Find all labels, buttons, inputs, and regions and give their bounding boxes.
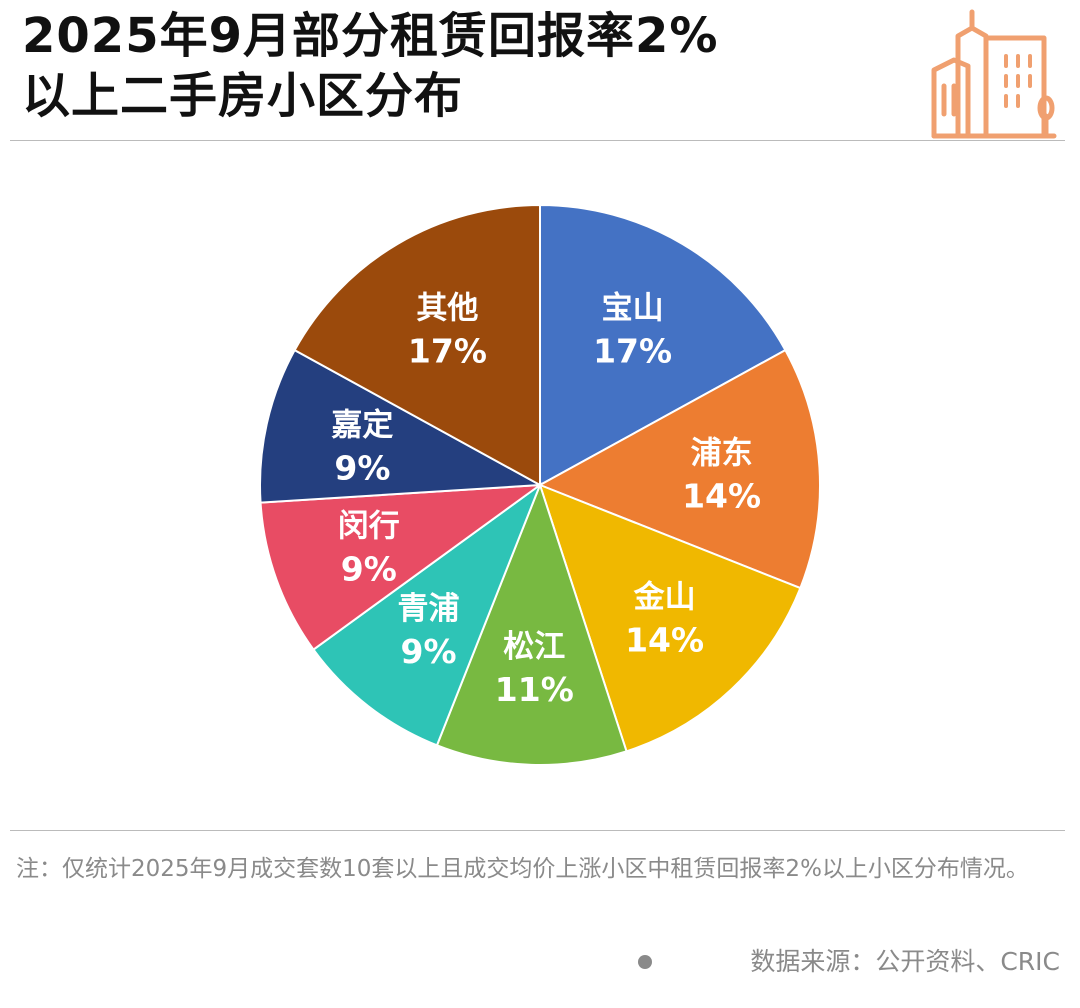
pie-slice-5 bbox=[312, 482, 543, 747]
chart-title-line-1: 2025年9月部分租赁回报率2% bbox=[22, 8, 719, 64]
slice-percent-label: 17% bbox=[408, 331, 487, 370]
pie-slice-1 bbox=[539, 203, 787, 487]
slice-percent-label: 9% bbox=[400, 632, 456, 671]
slice-category-label: 闵行 bbox=[338, 509, 400, 545]
slice-percent-label: 9% bbox=[341, 550, 397, 589]
slice-percent-label: 14% bbox=[682, 477, 761, 516]
footer-divider bbox=[10, 830, 1065, 831]
chart-title-line-2: 以上二手房小区分布 bbox=[22, 68, 464, 124]
chart-title: 2025年9月部分租赁回报率2% 以上二手房小区分布 bbox=[22, 6, 902, 126]
slice-category-label: 青浦 bbox=[398, 591, 460, 627]
data-source: 数据来源：公开资料、CRIC bbox=[750, 947, 1060, 976]
slice-percent-label: 11% bbox=[495, 670, 574, 709]
pie-slice-7 bbox=[259, 348, 544, 504]
slice-percent-label: 14% bbox=[625, 621, 704, 660]
slice-category-label: 浦东 bbox=[691, 436, 753, 472]
building-icon bbox=[928, 8, 1060, 144]
slice-category-label: 松江 bbox=[503, 629, 565, 665]
slice-category-label: 其他 bbox=[416, 290, 478, 326]
pie-slices bbox=[259, 203, 821, 766]
pie-slice-4 bbox=[435, 482, 628, 766]
slice-category-label: 嘉定 bbox=[331, 407, 393, 443]
slice-category-label: 宝山 bbox=[602, 290, 664, 326]
slice-percent-label: 9% bbox=[334, 448, 390, 487]
slice-category-label: 金山 bbox=[633, 580, 696, 616]
header-divider bbox=[10, 140, 1065, 141]
pie-slice-2 bbox=[537, 348, 821, 590]
slice-percent-label: 17% bbox=[593, 331, 672, 370]
pie-slice-8 bbox=[293, 203, 541, 487]
chart-note: 注：仅统计2025年9月成交套数10套以上且成交均价上涨小区中租赁回报率2%以上… bbox=[16, 856, 1029, 882]
pie-slice-6 bbox=[259, 483, 544, 651]
source-bullet-icon bbox=[638, 955, 652, 969]
